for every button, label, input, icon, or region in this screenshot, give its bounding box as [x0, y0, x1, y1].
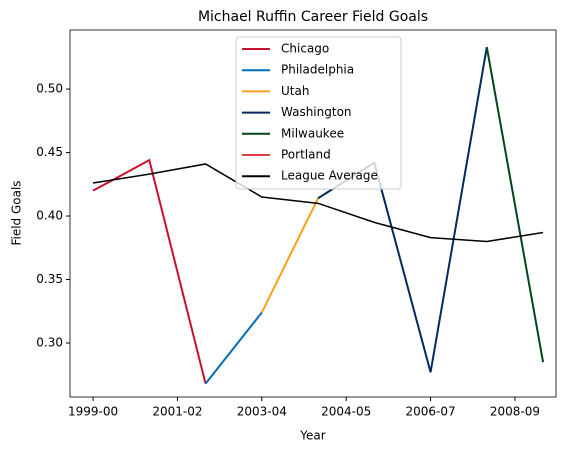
- legend-label: Milwaukee: [281, 126, 344, 140]
- y-tick-label: 0.40: [36, 209, 63, 223]
- series-line: [92, 163, 544, 243]
- series-line: [260, 197, 319, 313]
- legend-label: Portland: [281, 148, 331, 162]
- y-tick-label: 0.45: [36, 145, 63, 159]
- series-line: [204, 311, 263, 385]
- x-tick-label: 2006-07: [405, 405, 455, 419]
- y-tick-label: 0.35: [36, 272, 63, 286]
- x-tick-label: 1999-00: [68, 405, 118, 419]
- series-line: [92, 158, 207, 384]
- legend-label: Washington: [281, 105, 352, 119]
- x-tick-label: 2008-09: [490, 405, 540, 419]
- legend-box: [235, 36, 402, 190]
- series-line: [485, 46, 545, 363]
- legend-label: Chicago: [281, 42, 329, 56]
- x-tick-label: 2001-02: [152, 405, 202, 419]
- x-axis-label: Year: [299, 429, 325, 443]
- legend-label: League Average: [281, 169, 378, 183]
- y-tick-label: 0.30: [36, 336, 63, 350]
- plot-frame: [69, 29, 557, 398]
- legend-label: Utah: [281, 84, 309, 98]
- y-axis-label: Field Goals: [10, 180, 24, 245]
- x-tick-label: 2004-05: [321, 405, 371, 419]
- chart-title: Michael Ruffin Career Field Goals: [198, 9, 428, 25]
- x-tick-label: 2003-04: [237, 405, 287, 419]
- y-tick-label: 0.50: [36, 82, 63, 96]
- legend-label: Philadelphia: [281, 63, 354, 77]
